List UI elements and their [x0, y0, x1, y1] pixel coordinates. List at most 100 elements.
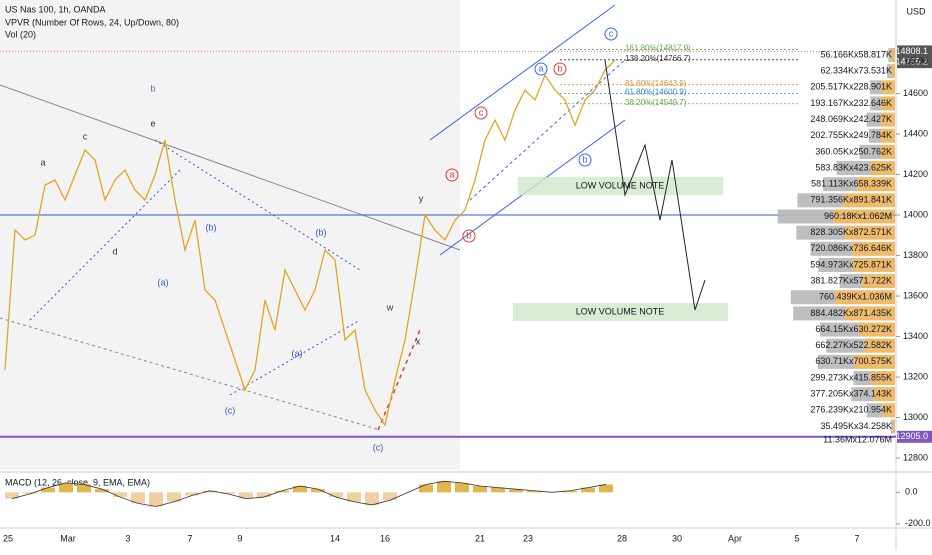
vp-up	[836, 161, 871, 176]
x-tick-label: 21	[475, 533, 485, 543]
y-tick-label: 14808.1	[895, 46, 928, 56]
vp-up	[810, 241, 853, 256]
macd-bar	[185, 492, 199, 496]
vp-down	[834, 290, 895, 305]
y-tick-label: 14000	[903, 209, 928, 219]
vp-up	[890, 419, 894, 434]
vp-down	[861, 274, 895, 289]
fib-label: 81.60%(14643.9)	[625, 79, 687, 88]
wave-label: x	[416, 336, 421, 346]
price-line	[4, 59, 616, 427]
vp-down	[880, 128, 895, 143]
macd-bar	[383, 492, 397, 501]
macd-line	[11, 480, 607, 507]
macd-bar	[77, 484, 91, 493]
fib-label: 138.20%(14766.7)	[625, 54, 691, 63]
vp-label: 581.113Kx658.339K	[811, 179, 892, 189]
macd-bar	[491, 487, 505, 493]
indicator-label: Vol (20)	[5, 29, 36, 39]
vp-label: 276.239Kx210.954K	[810, 405, 892, 415]
wave-label: b	[582, 154, 587, 164]
macd-bar	[527, 490, 541, 493]
macd-bar	[239, 492, 253, 499]
macd-bar	[473, 486, 487, 493]
vp-up	[869, 80, 882, 95]
vp-down	[858, 322, 895, 337]
channel-line	[429, 4, 616, 141]
x-tick-label: 9	[237, 533, 242, 543]
wave-circle	[534, 62, 548, 76]
y-tick-label: 14600	[903, 88, 928, 98]
vp-up	[868, 128, 881, 143]
vp-label: 193.167Kx232.646K	[810, 98, 892, 108]
vp-label: 664.15Kx630.272K	[815, 324, 892, 334]
macd-bar	[419, 484, 433, 493]
vp-up	[823, 177, 857, 192]
vp-up	[777, 209, 834, 224]
currency: USD	[906, 6, 926, 16]
price-time: 05:00	[905, 56, 928, 66]
wave-circle	[462, 229, 476, 243]
x-tick-label: 7	[854, 533, 859, 543]
vp-label: 760.439Kx1.036M	[819, 292, 892, 302]
price-tag	[897, 45, 932, 58]
vp-down	[856, 177, 895, 192]
wave-label: a	[40, 157, 45, 167]
wave-label: b	[150, 83, 155, 93]
trend-line	[154, 139, 361, 271]
vp-down	[843, 193, 895, 208]
vp-down	[873, 387, 895, 402]
trend-line	[0, 317, 381, 431]
vp-label: 791.356Kx891.841K	[810, 195, 892, 205]
wave-projection	[377, 329, 421, 431]
vp-up	[851, 387, 874, 402]
macd-bar	[311, 489, 325, 493]
x-tick-label: 5	[794, 533, 799, 543]
price-tag	[897, 430, 932, 443]
vp-down	[844, 225, 895, 240]
volume-total: 11.36Mx12.076M	[823, 434, 892, 444]
channel-line	[469, 59, 626, 201]
wave-label: a	[449, 169, 454, 179]
x-tick-label: 28	[617, 533, 627, 543]
macd-bar	[329, 492, 343, 498]
vp-label: 583.83Kx423.625K	[815, 162, 892, 172]
y-tick-label: 14755.2	[895, 57, 928, 67]
x-tick-label: 30	[672, 533, 682, 543]
macd-tick-label: 0.0	[905, 487, 918, 497]
vp-down	[852, 241, 895, 256]
vp-down	[891, 48, 895, 62]
wave-label: w	[386, 302, 394, 312]
vp-label: 299.273Kx415.855K	[810, 372, 892, 382]
macd-title: MACD (12, 26, close, 9, EMA, EMA)	[5, 477, 150, 487]
y-tick-label: 13000	[903, 412, 928, 422]
vp-down	[880, 112, 895, 127]
macd-bar	[257, 492, 271, 498]
macd-bar	[203, 490, 217, 493]
x-tick-label: 7	[187, 533, 192, 543]
vp-up	[826, 338, 865, 353]
y-tick-label: 13800	[903, 250, 928, 260]
chart-title: US Nas 100, 1h, OANDA	[5, 4, 106, 14]
macd-bar	[23, 492, 37, 494]
x-tick-label: 23	[523, 533, 533, 543]
macd-bar	[41, 487, 55, 493]
vp-down	[880, 144, 895, 159]
wave-label: c	[83, 131, 88, 141]
macd-bar	[59, 482, 73, 493]
macd-bar	[221, 492, 235, 494]
wave-label: a	[538, 63, 543, 73]
wave-label: (b)	[206, 222, 217, 232]
macd-bar	[365, 492, 379, 505]
y-tick-label: 14200	[903, 169, 928, 179]
vp-label: 828.305Kx872.571K	[810, 227, 892, 237]
macd-bar	[347, 492, 361, 502]
wave-label: c	[609, 28, 614, 38]
macd-bar	[293, 486, 307, 493]
wave-circle	[578, 153, 592, 167]
vp-up	[796, 225, 845, 240]
wave-label: (a)	[292, 348, 303, 358]
wave-label: (c)	[373, 442, 384, 452]
note-text: LOW VOLUME NOTE	[576, 180, 665, 190]
